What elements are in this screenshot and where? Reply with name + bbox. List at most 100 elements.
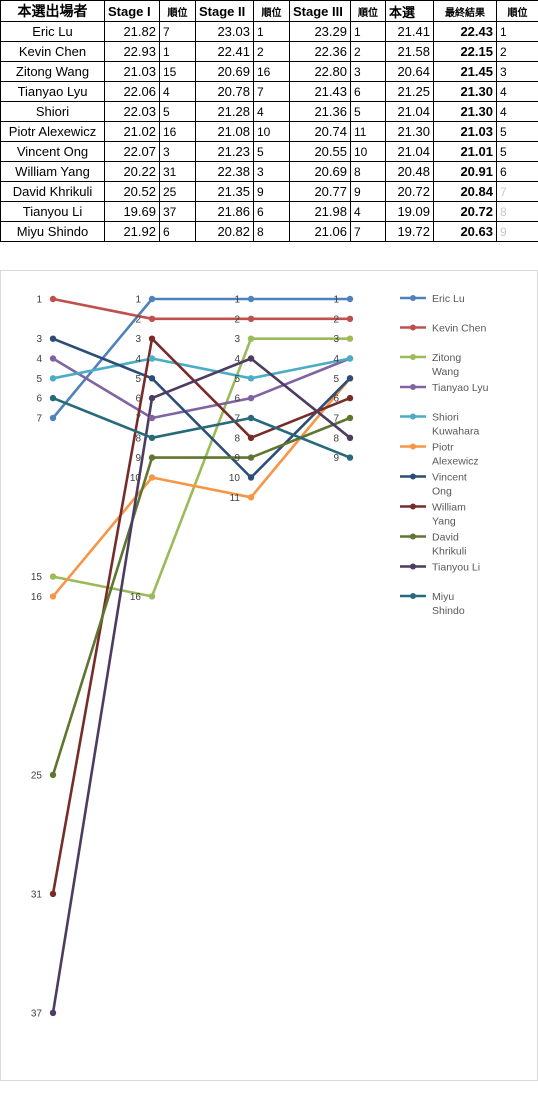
stage-2-rank: 8 bbox=[253, 221, 290, 242]
series-line bbox=[52, 337, 350, 598]
legend-item: David Khrikuli bbox=[400, 532, 466, 558]
data-point bbox=[346, 315, 354, 322]
legend-label: Tianyou Li bbox=[432, 562, 480, 574]
data-label: 9 bbox=[234, 453, 240, 464]
header-rank-1: 順位 bbox=[159, 0, 196, 22]
final-rank: 4 bbox=[496, 81, 538, 102]
stage-3-rank: 11 bbox=[350, 121, 386, 142]
data-label: 5 bbox=[36, 374, 42, 385]
final-rank: 2 bbox=[496, 41, 538, 62]
legend-swatch-point bbox=[410, 473, 416, 480]
final-round-score: 21.58 bbox=[385, 41, 434, 62]
stage-1-score: 20.52 bbox=[104, 181, 160, 202]
stage-3-rank: 3 bbox=[350, 61, 386, 82]
stage-3-score: 20.77 bbox=[289, 181, 351, 202]
legend-label: Zitong bbox=[432, 352, 461, 364]
data-label: 8 bbox=[333, 433, 339, 444]
data-label: 10 bbox=[130, 473, 142, 484]
data-point bbox=[148, 315, 156, 322]
rank-chart-area: 7 1 1 1 1 2 2 2 15 16 3 3 4 7 6 4 5 4 5 16 10 11 5 3 5 10 31 3 8 6 25 9… bbox=[0, 270, 538, 1081]
data-label: 2 bbox=[333, 314, 339, 325]
stage-3-score: 21.98 bbox=[289, 201, 351, 222]
stage-1-rank: 5 bbox=[159, 101, 196, 122]
final-round-score: 20.72 bbox=[385, 181, 434, 202]
series-line bbox=[52, 396, 351, 459]
final-result: 21.30 bbox=[433, 81, 497, 102]
table-row: David Khrikuli 20.52 25 21.35 9 20.77 9 20.72 20… bbox=[0, 181, 538, 202]
legend-swatch-point bbox=[410, 593, 416, 599]
stage-2-score: 22.38 bbox=[195, 161, 254, 182]
contestant-name: Eric Lu bbox=[0, 21, 105, 42]
data-label: 2 bbox=[135, 314, 141, 325]
series-line bbox=[52, 357, 351, 380]
stage-1-rank: 16 bbox=[159, 121, 196, 142]
series-line bbox=[51, 416, 351, 776]
series-points bbox=[49, 295, 354, 1017]
stage-1-score: 22.07 bbox=[104, 141, 160, 162]
legend-swatch-point bbox=[410, 413, 416, 420]
data-point bbox=[148, 593, 156, 600]
legend-item: Tianyao Lyu bbox=[400, 382, 489, 394]
final-rank: 3 bbox=[496, 61, 538, 82]
data-point bbox=[247, 474, 255, 481]
legend-item: Eric Lu bbox=[400, 293, 465, 305]
series-line bbox=[51, 357, 351, 1014]
final-round-score: 19.09 bbox=[385, 201, 434, 222]
stage-1-score: 21.03 bbox=[104, 61, 160, 82]
legend-label: Wang bbox=[432, 366, 459, 378]
stage-1-rank: 37 bbox=[159, 201, 196, 222]
legend-label: David bbox=[432, 532, 459, 544]
table-row: Shiori 22.03 5 21.28 4 21.36 5 21.04 21.30 4 bbox=[0, 101, 538, 122]
header-stage-2: Stage II bbox=[195, 0, 254, 22]
final-round-score: 21.41 bbox=[385, 21, 434, 42]
data-label: 5 bbox=[333, 374, 339, 385]
data-point bbox=[49, 593, 57, 600]
legend-label: Vincent bbox=[432, 472, 467, 484]
stage-3-rank: 8 bbox=[350, 161, 386, 182]
legend-swatch-point bbox=[410, 533, 416, 540]
data-point bbox=[247, 335, 255, 342]
legend-swatch-point bbox=[410, 354, 416, 360]
series-line bbox=[52, 297, 350, 419]
data-point bbox=[49, 394, 57, 402]
data-point bbox=[247, 434, 255, 441]
results-table-container: 本選出場者 Stage I 順位 Stage II 順位 Stage III 順… bbox=[0, 0, 538, 242]
data-point bbox=[148, 414, 156, 422]
final-rank: 4 bbox=[496, 101, 538, 122]
final-result: 20.84 bbox=[433, 181, 497, 202]
stage-2-score: 21.86 bbox=[195, 201, 254, 222]
stage-1-rank: 6 bbox=[159, 221, 196, 242]
data-point bbox=[247, 295, 255, 303]
data-point bbox=[49, 355, 57, 362]
data-label: 1 bbox=[36, 295, 42, 306]
legend-item: William Yang bbox=[400, 502, 466, 528]
data-point bbox=[49, 335, 57, 342]
stage-1-rank: 15 bbox=[159, 61, 196, 82]
stage-1-score: 22.93 bbox=[104, 41, 160, 62]
data-label: 7 bbox=[234, 414, 240, 425]
stage-2-rank: 7 bbox=[253, 81, 290, 102]
contestant-name: Shiori bbox=[0, 101, 105, 122]
legend-label: Tianyao Lyu bbox=[432, 382, 489, 394]
stage-3-rank: 9 bbox=[350, 181, 386, 202]
data-label: 9 bbox=[333, 453, 339, 464]
legend-label: Piotr bbox=[432, 442, 454, 454]
stage-3-rank: 7 bbox=[350, 221, 386, 242]
stage-1-rank: 3 bbox=[159, 141, 196, 162]
table-row: Miyu Shindo 21.92 6 20.82 8 21.06 7 19.72 20.63 9 bbox=[0, 221, 538, 242]
legend-label: Yang bbox=[432, 516, 456, 528]
stage-2-rank: 5 bbox=[253, 141, 290, 162]
stage-3-rank: 4 bbox=[350, 201, 386, 222]
table-row: Tianyou Li 19.69 37 21.86 6 21.98 4 19.09 20.72 8 bbox=[0, 201, 538, 222]
data-point bbox=[247, 315, 255, 322]
final-round-score: 19.72 bbox=[385, 221, 434, 242]
chart-legend: Eric Lu Kevin Chen Zitong Wang Tianyao Lyu Sh… bbox=[400, 293, 489, 617]
data-label: 7 bbox=[36, 414, 42, 425]
stage-3-score: 21.36 bbox=[289, 101, 351, 122]
data-point bbox=[49, 771, 57, 779]
data-label: 5 bbox=[234, 374, 240, 385]
stage-1-score: 21.92 bbox=[104, 221, 160, 242]
stage-3-score: 21.06 bbox=[289, 221, 351, 242]
legend-item: Tianyou Li bbox=[400, 562, 480, 574]
